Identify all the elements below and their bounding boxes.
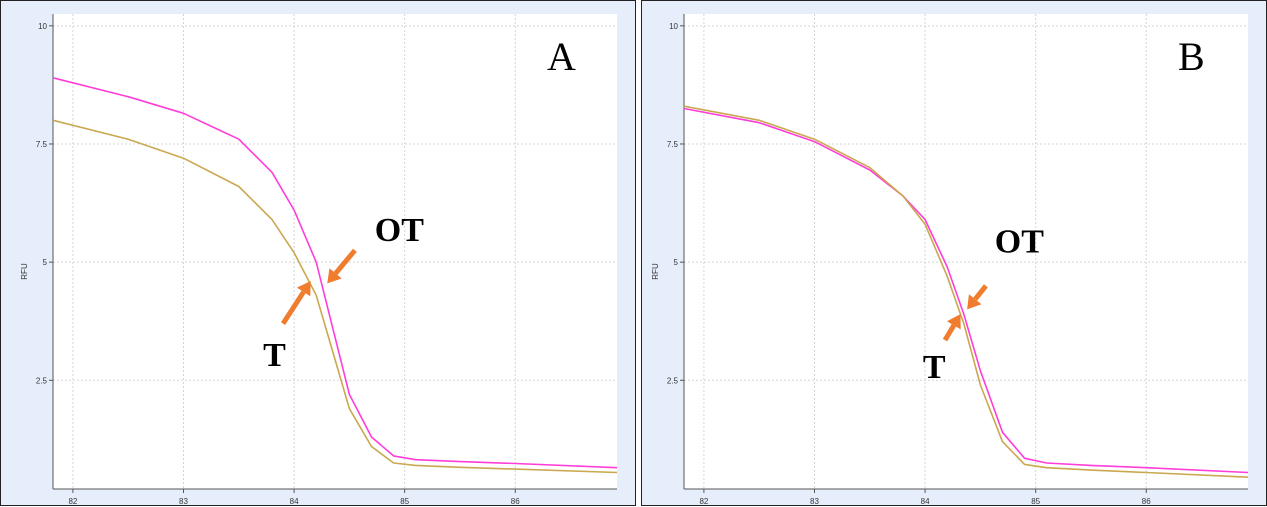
- plot-area: [684, 14, 1248, 489]
- annotation-arrow-ot: [327, 248, 357, 284]
- x-tick-label: 85: [1031, 497, 1040, 506]
- panel-label: A: [547, 34, 576, 79]
- panel-label: B: [1178, 34, 1205, 79]
- x-tick-label: 84: [921, 497, 930, 506]
- annotation-arrow-t: [942, 314, 961, 342]
- x-tick-label: 86: [511, 497, 520, 506]
- y-tick-label: 7.5: [667, 140, 679, 149]
- annotation-arrow-t: [280, 281, 311, 325]
- series-line-2: [52, 119, 618, 474]
- y-tick-label: 10: [38, 22, 47, 31]
- series-line-1: [52, 77, 618, 469]
- y-tick-label: 7.5: [36, 140, 48, 149]
- x-tick-label: 86: [1142, 497, 1151, 506]
- annotation-label-t: T: [263, 337, 286, 374]
- x-tick-label: 85: [400, 497, 409, 506]
- annotation-arrow-ot: [967, 284, 988, 310]
- y-tick-label: 5: [674, 258, 679, 267]
- x-tick-label: 82: [68, 497, 77, 506]
- y-axis-label: RFU: [651, 263, 660, 280]
- series-line-1: [683, 107, 1249, 474]
- x-tick-label: 83: [179, 497, 188, 506]
- annotation-label-ot: OT: [995, 224, 1044, 261]
- y-tick-label: 2.5: [36, 376, 48, 385]
- annotation-label-t: T: [923, 349, 946, 386]
- annotation-label-ot: OT: [375, 212, 424, 249]
- y-tick-label: 2.5: [667, 376, 679, 385]
- y-axis-label: RFU: [20, 263, 29, 280]
- plot-area: [53, 14, 617, 489]
- y-tick-label: 5: [43, 258, 48, 267]
- series-line-2: [683, 105, 1249, 478]
- x-tick-label: 82: [699, 497, 708, 506]
- grid: [684, 14, 1248, 489]
- x-tick-label: 83: [810, 497, 819, 506]
- x-tick-label: 84: [290, 497, 299, 506]
- y-tick-label: 10: [669, 22, 678, 31]
